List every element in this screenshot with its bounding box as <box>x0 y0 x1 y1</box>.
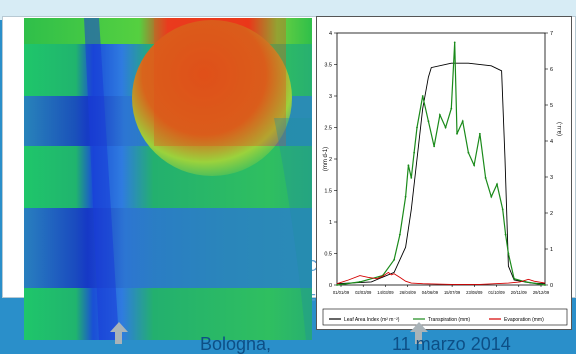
x-tick-label: 23/08/09 <box>466 290 483 295</box>
y-left-tick-label: 0.5 <box>324 252 332 258</box>
y-right-tick-label: 2 <box>550 211 553 217</box>
series-2-point <box>438 114 441 116</box>
y-left-tick-label: 1 <box>329 220 332 226</box>
y-right-tick-label: 3 <box>550 175 553 181</box>
heatmap-image <box>24 18 312 340</box>
y-left-tick-label: 3.5 <box>324 63 332 69</box>
x-tick-label: 15/07/09 <box>444 290 461 295</box>
series-2-point <box>407 164 410 167</box>
series-2-point <box>490 195 493 198</box>
series-2-point <box>427 120 430 123</box>
y-left-tick-label: 3 <box>329 94 332 100</box>
legend-label-2: Transpiration (mm) <box>428 317 470 323</box>
legend-label-1: Leaf Area Index (m² m⁻²) <box>344 317 400 323</box>
y-left-tick-label: 4 <box>329 31 332 37</box>
series-2-point <box>467 151 470 154</box>
series-2-point <box>496 183 498 186</box>
series-2-point <box>478 132 481 135</box>
series-2-point <box>404 195 407 198</box>
series-2-point <box>444 126 447 129</box>
x-tick-label: 14/03/09 <box>377 290 394 295</box>
series-2-point <box>513 277 516 280</box>
x-tick-label: 20/11/09 <box>511 290 528 295</box>
x-tick-label: 01/01/09 <box>333 290 350 295</box>
up-arrow-right-stem <box>415 332 422 344</box>
x-tick-label: 26/04/09 <box>400 290 417 295</box>
series-2-point <box>416 126 418 129</box>
series-2-point <box>453 41 456 44</box>
y-left-axis-label: (mm d-1) <box>323 147 329 171</box>
series-2-point <box>524 280 527 283</box>
y-left-tick-label: 2.5 <box>324 126 332 132</box>
up-arrow-right-icon <box>410 322 428 332</box>
up-arrow-left-icon <box>110 322 128 332</box>
chart-panel: 0 0.5 1 1.5 2 2.5 3 3.5 4 0 1 2 3 4 5 6 7 (mm d-1) (a.u.) 0… <box>316 16 572 330</box>
series-line-2 <box>336 42 546 286</box>
y-right-tick-label: 6 <box>550 67 553 73</box>
series-2-point <box>413 151 416 154</box>
x-tick-label: 01/10/09 <box>488 290 505 295</box>
series-2-point <box>433 145 436 148</box>
series-2-point <box>484 177 487 179</box>
up-arrow-left-stem <box>115 332 122 344</box>
y-right-tick-label: 4 <box>550 139 553 145</box>
y-right-tick-label: 5 <box>550 103 553 109</box>
plot-area <box>336 32 546 286</box>
series-2-point <box>393 258 396 261</box>
series-2-point <box>507 252 510 255</box>
y-right-tick-label: 1 <box>550 247 553 253</box>
legend-box <box>322 308 568 326</box>
y-right-tick-label: 0 <box>550 283 553 289</box>
y-right-axis-label: (a.u.) <box>557 122 563 136</box>
footer-city: Bologna, <box>200 334 272 354</box>
series-2-point <box>410 177 413 179</box>
series-2-point <box>504 233 507 236</box>
x-tick-label: 02/03/09 <box>355 290 372 295</box>
y-left-tick-label: 0 <box>329 283 332 289</box>
series-2-point <box>461 120 464 123</box>
legend-label-3: Evaporation (mm) <box>504 317 544 323</box>
line-chart: 0 0.5 1 1.5 2 2.5 3 3.5 4 0 1 2 3 4 5 6 7 (mm d-1) (a.u.) 0… <box>322 31 568 326</box>
series-2-point <box>456 132 458 135</box>
y-left-tick-label: 1.5 <box>324 189 332 195</box>
series-line-1 <box>336 62 546 285</box>
slide-top-band <box>0 0 576 20</box>
footer-date: 11 marzo 2014 <box>392 334 511 354</box>
series-2-point <box>358 280 361 283</box>
series-line-3 <box>336 271 546 285</box>
series-2-point <box>398 233 401 236</box>
series-2-point <box>544 284 546 286</box>
x-tick-label: 04/06/09 <box>422 290 439 295</box>
series-2-point <box>421 95 424 97</box>
series-2-point <box>473 164 476 167</box>
y-left-tick-label: 2 <box>329 157 332 163</box>
y-right-tick-label: 7 <box>550 31 553 37</box>
series-2-point <box>450 107 453 110</box>
series-2-point <box>501 208 504 211</box>
x-tick-label: 29/12/09 <box>533 290 550 295</box>
series-2-point <box>336 284 338 286</box>
